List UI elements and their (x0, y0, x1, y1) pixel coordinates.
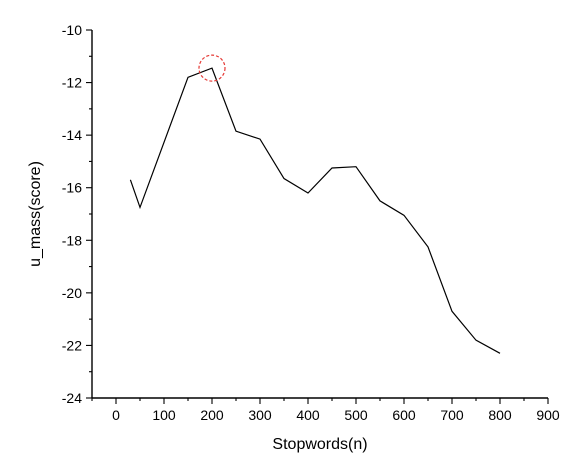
x-tick-label: 500 (344, 407, 368, 423)
y-tick-label: -22 (62, 337, 82, 353)
x-tick-label: 0 (112, 407, 120, 423)
x-tick-label: 300 (248, 407, 272, 423)
x-tick-label: 700 (440, 407, 464, 423)
x-tick-label: 600 (392, 407, 416, 423)
y-tick-label: -16 (62, 180, 82, 196)
x-tick-label: 200 (200, 407, 224, 423)
axes: -10 -12 -14 -16 -18 -20 -22 -24 0 100 200 300 400 500… (62, 22, 560, 423)
y-tick-label: -18 (62, 232, 82, 248)
x-tick-label: 900 (536, 407, 560, 423)
y-tick-label: -14 (62, 127, 82, 143)
y-axis-title: u_mass(score) (27, 161, 44, 267)
x-tick-label: 100 (152, 407, 176, 423)
y-tick-label: -12 (62, 75, 82, 91)
plot-area (129, 54, 501, 354)
y-tick-label: -10 (62, 22, 82, 38)
series-line (129, 67, 501, 354)
x-tick-label: 400 (296, 407, 320, 423)
y-tick-label: -20 (62, 285, 82, 301)
x-tick-label: 800 (488, 407, 512, 423)
y-tick-label: -24 (62, 390, 82, 406)
highlight-circle (198, 54, 226, 82)
x-axis-title: Stopwords(n) (272, 436, 367, 453)
